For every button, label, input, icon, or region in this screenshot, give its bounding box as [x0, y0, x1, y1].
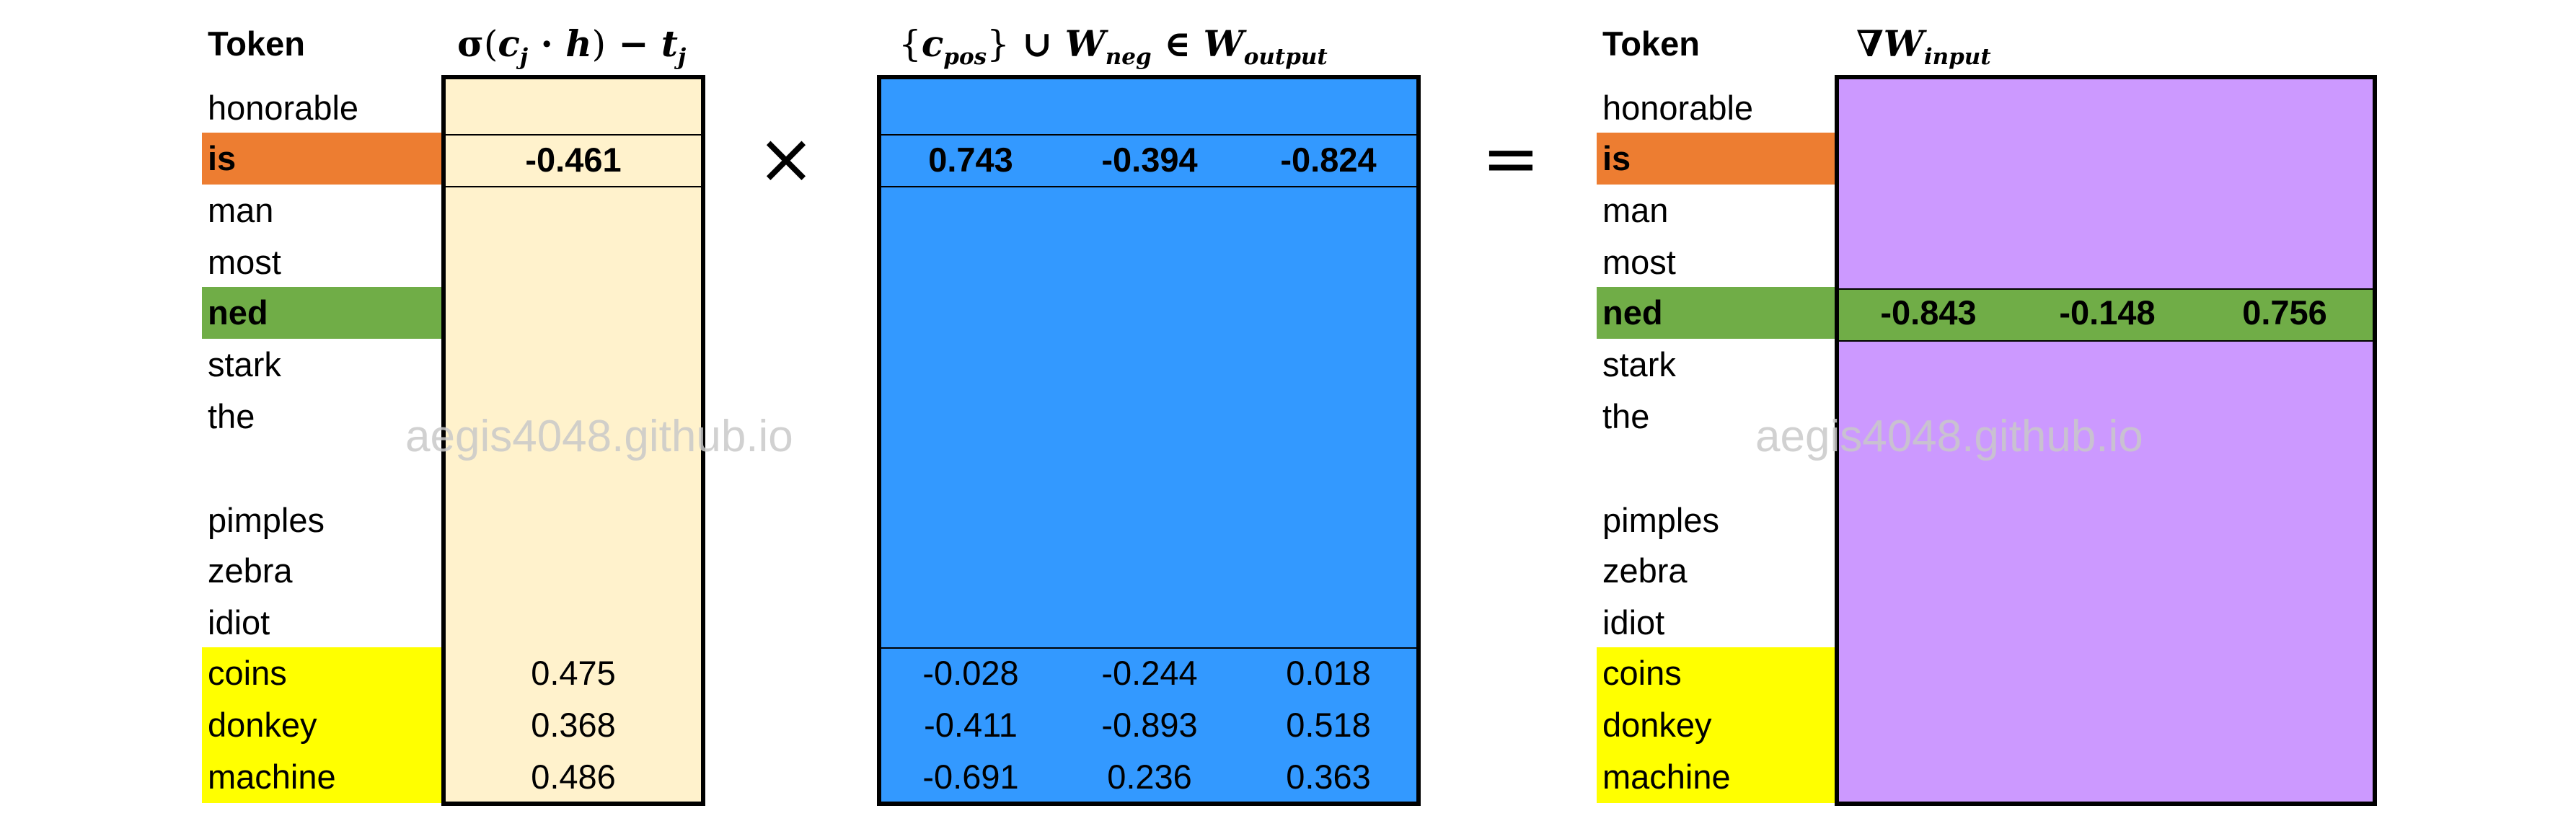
gradient-matrix [1835, 75, 2377, 806]
token-header-right: Token [1602, 25, 1700, 63]
output-donkey-0: -0.411 [924, 706, 1018, 744]
output-coins-0: -0.028 [922, 654, 1019, 692]
token-most: most [1602, 243, 1676, 281]
token-is: is [202, 133, 444, 185]
token-honorable: honorable [208, 89, 359, 127]
score-matrix [441, 75, 705, 806]
output-donkey-1: -0.893 [1101, 706, 1198, 744]
token-the: the [1602, 397, 1650, 435]
equals-operator: = [1481, 118, 1540, 199]
token-man: man [1602, 191, 1669, 229]
token-header-left: Token [208, 25, 305, 63]
token-the: the [208, 397, 255, 435]
gradient-ned-1: -0.148 [2059, 293, 2156, 332]
output-coins-1: -0.244 [1101, 654, 1198, 692]
score-donkey: 0.368 [531, 706, 616, 744]
token-zebra: zebra [208, 551, 293, 590]
output-donkey-2: 0.518 [1286, 706, 1371, 744]
watermark-right: aegis4048.github.io [1755, 412, 2143, 461]
output-matrix-header: {cpos} ∪ Wneg ∈ Woutput [899, 22, 1328, 70]
output-is-2: -0.824 [1280, 141, 1377, 179]
token-pimples: pimples [208, 501, 325, 539]
gradient-header: ∇Winput [1856, 22, 1991, 70]
output-row-is-band [881, 134, 1416, 187]
token-man: man [208, 191, 274, 229]
token-idiot: idiot [1602, 603, 1665, 642]
token-donkey: donkey [202, 699, 444, 751]
token-coins: coins [202, 647, 444, 699]
token-ned: ned [1597, 287, 1839, 339]
output-is-1: -0.394 [1101, 141, 1198, 179]
token-machine: machine [202, 751, 444, 803]
token-stark: stark [208, 345, 281, 383]
token-is: is [1597, 133, 1839, 185]
output-is-0: 0.743 [928, 141, 1013, 179]
token-zebra: zebra [1602, 551, 1688, 590]
token-most: most [208, 243, 281, 281]
output-coins-2: 0.018 [1286, 654, 1371, 692]
output-divider [881, 647, 1416, 649]
token-ned: ned [202, 287, 444, 339]
token-donkey: donkey [1597, 699, 1839, 751]
watermark-left: aegis4048.github.io [405, 412, 793, 461]
token-coins: coins [1597, 647, 1839, 699]
token-machine: machine [1597, 751, 1839, 803]
token-honorable: honorable [1602, 89, 1754, 127]
score-row-is-band [446, 134, 701, 187]
score-coins: 0.475 [531, 654, 616, 692]
output-machine-1: 0.236 [1107, 758, 1192, 796]
score-is: -0.461 [525, 141, 622, 179]
token-idiot: idiot [208, 603, 270, 642]
token-pimples: pimples [1602, 501, 1719, 539]
score-header: σ(cj · h) − tj [457, 22, 687, 70]
score-machine: 0.486 [531, 758, 616, 796]
output-machine-2: 0.363 [1286, 758, 1371, 796]
gradient-ned-0: -0.843 [1880, 293, 1977, 332]
output-machine-0: -0.691 [922, 758, 1019, 796]
times-operator: × [757, 118, 816, 199]
token-stark: stark [1602, 345, 1676, 383]
output-matrix [877, 75, 1421, 806]
gradient-ned-2: 0.756 [2242, 293, 2327, 332]
gradient-row-ned-band [1839, 288, 2373, 342]
